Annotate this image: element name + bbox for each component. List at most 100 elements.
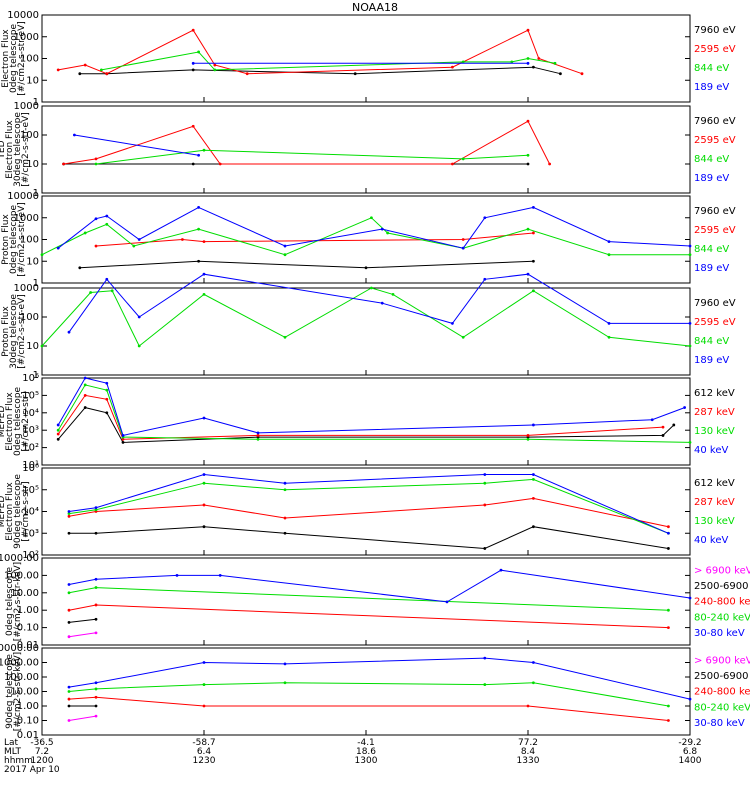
data-point	[56, 68, 60, 72]
x-tick-label-time: 1200	[31, 756, 54, 766]
series-3-line	[57, 384, 691, 443]
data-point	[532, 423, 535, 427]
y-axis-label: MEPED	[0, 496, 7, 528]
y-tick-label: 0.10	[17, 716, 39, 727]
legend-entry: 189 eV	[694, 82, 729, 93]
data-point	[67, 591, 71, 595]
data-point	[483, 683, 487, 686]
data-point	[526, 227, 530, 231]
legend-entry: 844 eV	[694, 154, 729, 165]
data-point	[78, 266, 82, 270]
y-tick-label: 10000.00	[0, 643, 39, 654]
data-point	[105, 72, 109, 76]
y-tick-label: 1	[33, 370, 39, 381]
data-point	[202, 525, 206, 529]
y-tick-label: 1000	[14, 32, 39, 43]
data-point	[650, 418, 654, 422]
series-5-line	[68, 569, 691, 603]
data-point	[56, 246, 60, 250]
data-point	[451, 162, 454, 166]
data-point	[483, 503, 487, 507]
y-tick-label: 10²	[22, 443, 39, 454]
y-tick-label: 1000	[14, 283, 39, 294]
y-tick-label: 10²	[22, 550, 39, 561]
data-point	[526, 119, 530, 123]
y-tick-label: 100	[20, 312, 39, 323]
y-axis-label: [#/cm2-s-str-eV]	[21, 112, 31, 187]
data-point	[607, 240, 611, 244]
data-point	[537, 57, 541, 60]
data-point	[121, 437, 125, 441]
legend-entry: 844 eV	[694, 63, 729, 74]
y-tick-label: 10000	[7, 10, 39, 21]
data-point	[451, 322, 454, 325]
data-point	[137, 315, 141, 319]
y-tick-label: 100.00	[4, 672, 39, 683]
y-axis-label: 30deg telescope	[13, 112, 23, 187]
data-point	[256, 437, 260, 441]
data-point	[202, 473, 206, 476]
data-point	[83, 383, 87, 387]
data-point	[202, 661, 206, 664]
x-tick-label-time: 1230	[193, 756, 216, 766]
series-1-line	[69, 526, 669, 550]
x-tick-label-lat: -4.1	[357, 738, 375, 748]
y-axis-label: 0deg telescope	[5, 567, 15, 637]
data-point	[256, 434, 260, 437]
data-point	[202, 148, 206, 152]
data-point	[67, 531, 71, 535]
data-point	[532, 205, 535, 209]
data-point	[445, 600, 449, 604]
data-point	[283, 335, 287, 339]
y-axis-label: [#/cm2-s-str-eV]	[17, 21, 27, 96]
data-point	[283, 531, 287, 535]
y-axis-label: Electron Flux	[1, 29, 11, 88]
y-axis-label: [#/cm2-s-str-eV]	[17, 202, 27, 277]
data-point	[197, 205, 201, 209]
data-point	[73, 133, 76, 137]
y-tick-label: 1.00	[17, 701, 39, 712]
series-5-line	[68, 657, 691, 700]
data-point	[67, 635, 71, 639]
data-point	[67, 690, 71, 693]
data-point	[526, 162, 530, 166]
data-point	[94, 704, 98, 708]
data-point	[283, 662, 287, 666]
y-axis-label: 0deg telescope	[13, 387, 23, 457]
data-point	[483, 547, 487, 550]
series-1-line	[68, 632, 97, 638]
y-tick-label: 10⁴	[22, 507, 39, 518]
x-tick-label-mlt: 8.4	[521, 747, 536, 757]
y-tick-label: 100.00	[4, 570, 39, 581]
y-tick-label: 100	[20, 130, 39, 141]
series-4-line	[68, 473, 669, 534]
series-4-line	[57, 377, 685, 436]
legend-entry: 80-240 keV	[694, 702, 750, 713]
data-point	[461, 246, 465, 250]
data-point	[83, 376, 87, 380]
data-point	[688, 253, 692, 257]
data-point	[370, 286, 373, 290]
y-axis-label: [#/cm2-s-str-eV]	[17, 294, 27, 369]
data-point	[202, 704, 206, 708]
data-point	[94, 577, 98, 581]
data-point	[672, 423, 676, 427]
legend-entry: 7960 eV	[694, 116, 736, 127]
data-point	[283, 253, 287, 257]
date-label: 2017 Apr 10	[4, 765, 60, 775]
x-tick-label-lat: 77.2	[518, 738, 538, 748]
legend-entry: 287 keV	[694, 497, 735, 508]
y-tick-label: 10	[26, 256, 39, 267]
data-point	[218, 574, 222, 577]
data-point	[56, 437, 60, 441]
data-point	[202, 481, 206, 485]
legend-entry: 240-800 keV	[694, 597, 750, 608]
legend-entry: 844 eV	[694, 244, 729, 255]
data-point	[94, 603, 98, 607]
legend-entry: 189 eV	[694, 355, 729, 366]
data-point	[202, 293, 206, 296]
data-point	[83, 63, 87, 67]
